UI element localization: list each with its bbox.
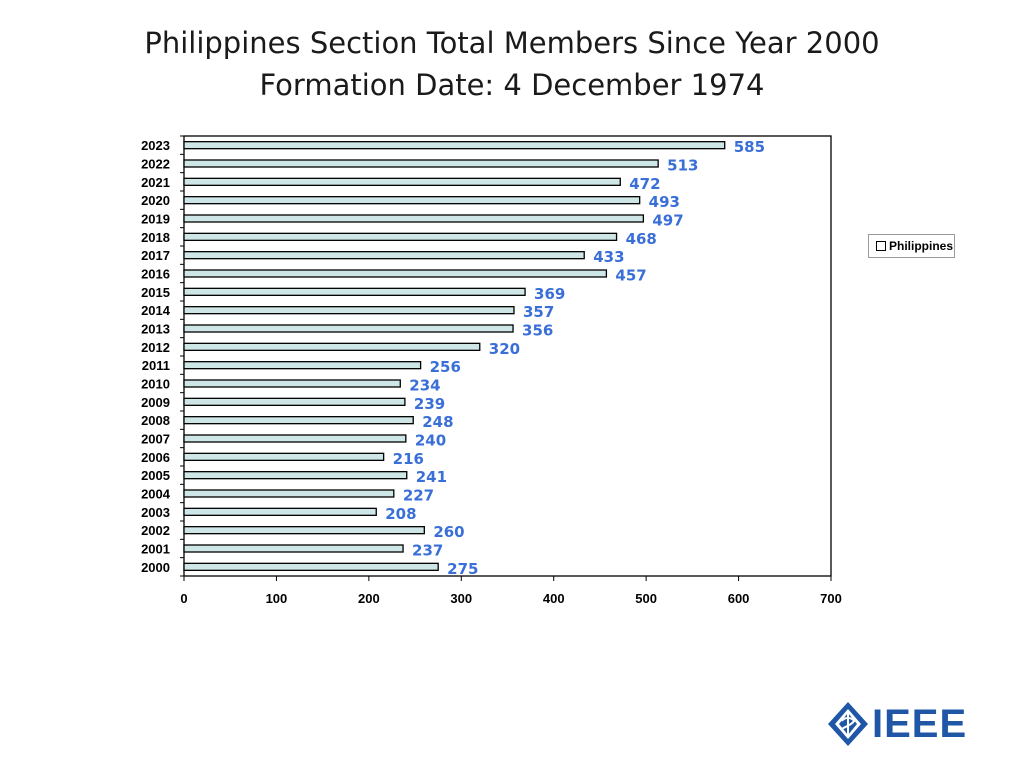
data-label: 497 xyxy=(652,212,683,230)
bar xyxy=(183,232,618,241)
data-label: 248 xyxy=(422,413,453,431)
bar xyxy=(183,507,377,516)
bar xyxy=(183,434,407,443)
y-tick-label: 2001 xyxy=(141,542,170,557)
bar xyxy=(183,177,621,186)
y-tick-label: 2023 xyxy=(141,138,170,153)
legend-label: Philippines xyxy=(889,239,954,253)
y-tick-label: 2018 xyxy=(141,230,170,245)
y-tick-label: 2016 xyxy=(141,267,170,282)
bar xyxy=(183,269,608,278)
bar xyxy=(183,361,422,370)
y-tick-label: 2009 xyxy=(141,395,170,410)
data-label: 468 xyxy=(626,230,657,248)
data-label: 256 xyxy=(430,358,461,376)
bar xyxy=(183,562,439,571)
data-label: 493 xyxy=(649,193,680,211)
data-label: 234 xyxy=(409,377,440,395)
data-label: 239 xyxy=(414,395,445,413)
ieee-diamond-icon xyxy=(828,702,868,746)
bar xyxy=(183,452,385,461)
y-tick-label: 2015 xyxy=(141,285,170,300)
data-label: 208 xyxy=(385,505,416,523)
bar xyxy=(183,379,401,388)
data-label: 320 xyxy=(489,340,520,358)
bar xyxy=(183,416,414,425)
bar xyxy=(183,544,404,553)
bar xyxy=(183,141,726,150)
y-tick-label: 2011 xyxy=(142,358,170,373)
bar xyxy=(183,159,659,168)
ieee-logo: IEEE xyxy=(826,700,976,748)
y-tick-label: 2006 xyxy=(141,450,170,465)
bar xyxy=(183,342,481,351)
y-tick-label: 2000 xyxy=(141,560,170,575)
x-tick-label: 300 xyxy=(450,591,472,606)
data-label: 237 xyxy=(412,542,443,560)
data-label: 356 xyxy=(522,322,553,340)
legend: Philippines xyxy=(868,234,955,258)
data-label: 369 xyxy=(534,285,565,303)
bar xyxy=(183,526,425,535)
chart-title: Philippines Section Total Members Since … xyxy=(144,26,880,60)
bar xyxy=(183,251,585,260)
data-label: 241 xyxy=(416,468,447,486)
y-tick-label: 2008 xyxy=(141,413,170,428)
y-tick-label: 2021 xyxy=(141,175,170,190)
y-tick-label: 2013 xyxy=(141,322,170,337)
bar xyxy=(183,324,514,333)
data-label: 357 xyxy=(523,303,554,321)
y-tick-label: 2004 xyxy=(141,487,171,502)
x-tick-label: 200 xyxy=(358,591,380,606)
data-label: 457 xyxy=(615,267,646,285)
data-label: 216 xyxy=(393,450,424,468)
data-label: 260 xyxy=(433,523,464,541)
data-label: 585 xyxy=(734,138,765,156)
bar xyxy=(183,397,406,406)
bar xyxy=(183,306,515,315)
x-tick-label: 500 xyxy=(635,591,657,606)
x-tick-label: 0 xyxy=(180,591,187,606)
legend-swatch xyxy=(876,241,886,251)
ieee-wordmark: IEEE xyxy=(872,702,968,746)
bar xyxy=(183,287,526,296)
x-tick-label: 600 xyxy=(728,591,750,606)
bar xyxy=(183,489,395,498)
x-tick-label: 700 xyxy=(820,591,842,606)
data-label: 472 xyxy=(629,175,660,193)
chart-subtitle: Formation Date: 4 December 1974 xyxy=(259,68,765,102)
data-label: 240 xyxy=(415,432,446,450)
x-tick-label: 100 xyxy=(266,591,288,606)
bar xyxy=(183,214,645,223)
data-label: 275 xyxy=(447,560,478,578)
bar xyxy=(183,471,408,480)
y-tick-label: 2019 xyxy=(141,212,170,227)
y-tick-label: 2012 xyxy=(141,340,170,355)
y-tick-label: 2003 xyxy=(141,505,170,520)
y-tick-label: 2020 xyxy=(141,193,170,208)
y-tick-label: 2005 xyxy=(141,468,170,483)
y-tick-label: 2010 xyxy=(141,377,170,392)
data-label: 433 xyxy=(593,248,624,266)
bar xyxy=(183,196,641,205)
data-label: 227 xyxy=(403,487,434,505)
x-tick-label: 400 xyxy=(543,591,565,606)
y-tick-label: 2014 xyxy=(141,303,171,318)
y-tick-label: 2022 xyxy=(141,157,170,172)
y-tick-label: 2002 xyxy=(141,523,170,538)
y-tick-label: 2007 xyxy=(141,432,170,447)
data-label: 513 xyxy=(667,157,698,175)
y-tick-label: 2017 xyxy=(141,248,170,263)
